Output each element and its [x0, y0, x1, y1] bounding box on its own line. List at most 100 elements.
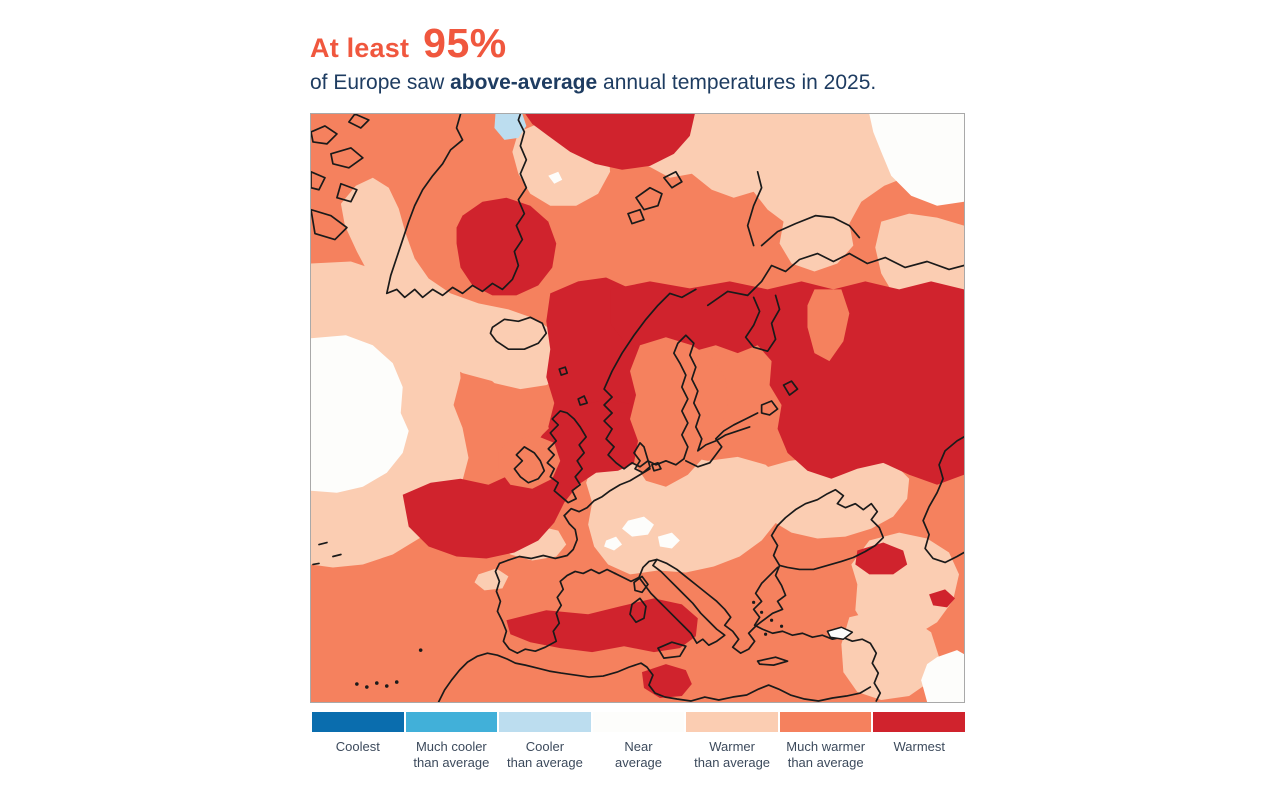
coastline-lake-onega [782, 380, 799, 396]
coastline-sicily [657, 641, 687, 659]
coastline-canada [311, 114, 370, 241]
coastline-continental-north [563, 467, 651, 517]
europe-anomaly-map [310, 113, 965, 703]
headline-prefix: At least [310, 33, 410, 63]
map-region-near-arctic-corner [869, 114, 964, 206]
legend-label-cooler: Cooler than average [499, 739, 591, 770]
map-regions-much-warmer-overlays [498, 289, 850, 489]
legend-label-line: Near [624, 739, 653, 754]
legend-label-line: Much warmer [786, 739, 866, 754]
aegean-island-dot [760, 610, 764, 614]
map-region-near-atlantic [311, 335, 409, 493]
map-region-warmest-west-med [506, 598, 698, 653]
legend-label-line: Warmer [709, 739, 755, 754]
map-region-overlay-ireland [498, 434, 561, 489]
legend-label-line: Cooler [525, 739, 565, 754]
legend-swatch-much-warmer [779, 712, 872, 732]
coastline-cyprus [826, 626, 854, 640]
legend-item-warmest: Warmest [873, 712, 966, 770]
legend-label-line: average [615, 754, 663, 770]
legend-swatch-cooler [499, 712, 591, 732]
coastline-corsica [633, 575, 649, 594]
map-region-warmer-barents [610, 114, 964, 272]
madeira-dot [418, 648, 423, 652]
legend-swatch-coolest [312, 712, 404, 732]
coastline-iceland [489, 316, 548, 351]
coastline-crete [756, 656, 789, 666]
map-region-warmer-bottom-right [841, 610, 940, 701]
legend-label-line: Much cooler [415, 739, 487, 754]
coastline-great-britain [546, 410, 588, 504]
map-regions-near-average [311, 114, 964, 702]
canary-island-dot [355, 682, 359, 686]
map-region-warmest-se-greenland [456, 197, 557, 296]
coastline-italy [614, 558, 726, 647]
headline: At least 95% of Europe saw above-average… [310, 20, 876, 95]
legend-item-coolest: Coolest [312, 712, 404, 770]
coastline-sardinia [629, 597, 647, 624]
canary-island-dot [375, 681, 379, 685]
legend-label-warmer: Warmer than average [686, 739, 778, 770]
legend-item-near-average: Near average [592, 712, 685, 770]
legend-item-much-cooler: Much cooler than average [405, 712, 498, 770]
headline-stat: 95% [423, 20, 507, 66]
legend-swatch-warmer [686, 712, 778, 732]
map-region-warmer-south-iceland [478, 339, 569, 390]
aegean-island-dot [769, 618, 774, 622]
legend-label-line: than average [413, 754, 490, 770]
legend-label-line: than average [694, 754, 771, 770]
coastline-iberia [494, 514, 616, 655]
coastline-white-sea [744, 294, 781, 353]
map-region-warmest-arctic-top [525, 114, 695, 170]
coastline-balkans-greece [656, 558, 787, 655]
map-region-warmest-south-italy [641, 664, 692, 699]
map-region-warmer-greenland-band [340, 177, 563, 382]
map-region-near-alps-3 [604, 536, 623, 551]
canary-island-dot [365, 685, 369, 689]
canary-island-dot [394, 680, 399, 684]
aegean-island-dot [764, 632, 768, 636]
coastline-bothnia-finland [673, 334, 751, 460]
coastline-north-africa [437, 652, 872, 702]
coastline-caspian [922, 436, 964, 564]
legend-label-warmest: Warmest [873, 739, 965, 755]
coastline-faroe [558, 366, 569, 376]
map-region-warmest-east-small-2 [929, 589, 956, 608]
coastline-black-sea [770, 488, 885, 571]
legend-label-coolest: Coolest [312, 739, 404, 755]
map-region-warmer-iberia-2 [474, 568, 509, 591]
island-dots [355, 600, 784, 689]
subtitle-bold: above-average [450, 71, 598, 94]
map-region-overlay-sweden-finland [630, 337, 728, 487]
coastline-lake-ladoga [760, 400, 779, 416]
coastlines [311, 114, 964, 702]
legend-item-warmer: Warmer than average [686, 712, 778, 770]
legend-label-near-average: Near average [593, 739, 685, 770]
map-region-near-alps-1 [622, 516, 654, 537]
color-legend: Coolest Much cooler than average Cooler … [312, 712, 966, 770]
headline-subtitle: of Europe saw above-average annual tempe… [310, 71, 876, 95]
coastline-scandinavia [603, 288, 697, 470]
subtitle-post: annual temperatures in 2025. [597, 71, 877, 94]
headline-line1: At least 95% [310, 20, 876, 67]
canary-island-dot [384, 684, 389, 688]
coastline-shetland [577, 395, 589, 406]
legend-item-cooler: Cooler than average [499, 712, 591, 770]
coastline-ireland [513, 446, 546, 484]
map-region-near-greenland-speck [548, 171, 563, 184]
map-region-overlay-notch [807, 289, 850, 362]
legend-swatch-warmest [873, 712, 966, 732]
coastline-svalbard [627, 170, 683, 225]
map-region-near-corner-se [921, 650, 964, 702]
legend-label-much-warmer: Much warmer than average [780, 739, 872, 770]
map-svg [311, 114, 964, 702]
coastline-novaya-zemlya [746, 170, 861, 247]
aegean-island-dot [779, 624, 784, 628]
coastline-russia-arctic [706, 252, 964, 307]
legend-swatch-much-cooler [405, 712, 498, 732]
legend-label-line: Coolest [335, 739, 380, 754]
map-region-warmer-black-sea [755, 456, 910, 539]
coastline-greenland [385, 114, 528, 299]
legend-label-line: Warmest [893, 739, 946, 754]
